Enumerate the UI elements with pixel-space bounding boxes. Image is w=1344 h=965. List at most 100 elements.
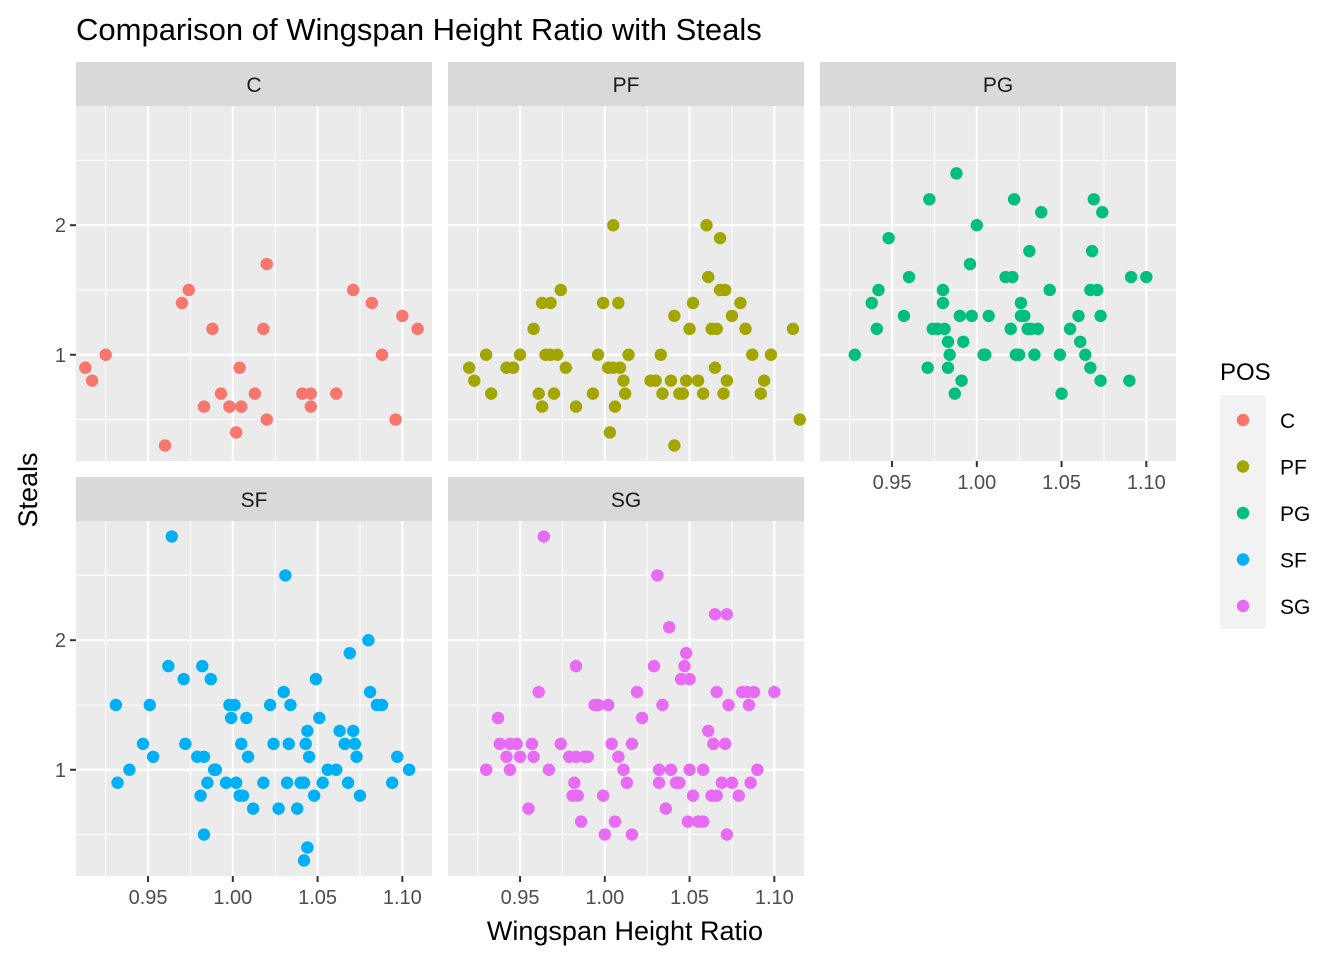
data-point [1012,348,1026,361]
data-point [330,387,343,400]
data-point [708,361,722,374]
data-point [175,296,189,310]
data-point [941,335,955,349]
data-point [1014,296,1028,310]
data-point [214,387,228,400]
data-point [718,737,732,751]
data-point [654,348,667,361]
data-point [559,361,573,374]
panel-background [820,106,1176,461]
data-point [279,569,292,582]
data-point [652,776,666,789]
panel-background [76,521,432,876]
data-point [507,361,520,374]
facet-strip [76,477,432,521]
data-point [720,828,734,841]
data-point [649,374,662,387]
data-point [1023,244,1036,258]
data-point [296,387,309,400]
data-point [350,750,363,764]
data-point [248,387,262,400]
data-point [607,218,620,232]
data-point [872,283,885,297]
data-point [668,309,681,323]
data-point [957,335,970,349]
data-point [605,737,618,751]
data-point [943,348,956,361]
data-point [630,685,644,699]
data-point [223,400,236,413]
data-point [197,750,211,764]
data-point [591,348,605,361]
chart-title: Comparison of Wingspan Height Ratio with… [76,12,762,47]
data-point [848,348,861,361]
data-point [527,750,540,764]
y-tick-label: 1 [55,345,66,367]
data-point [602,698,615,712]
y-tick-label: 2 [55,215,66,237]
data-point [338,737,351,751]
x-tick-label: 1.00 [213,887,252,909]
data-point [260,257,273,271]
data-point [744,776,757,789]
data-point [768,685,781,699]
data-point [678,659,691,673]
data-point [617,763,630,776]
data-point [568,776,581,789]
x-tick-label: 1.05 [298,887,337,909]
facet-strip-label: C [246,74,261,97]
data-point [385,776,399,789]
data-point [79,361,92,374]
data-point [341,776,355,789]
data-point [206,322,219,336]
data-point [1124,270,1138,284]
legend-label-c: C [1280,410,1295,433]
data-point [353,789,367,802]
data-point [764,348,778,361]
data-point [230,776,243,789]
data-point [235,737,248,751]
panels-layer: C 1 2 PF PG 0.95 1.00 1.05 1.10 SF 1 2 0.95 1.00 1.05 1… [55,62,1176,909]
data-point [179,737,192,751]
data-point [304,400,317,413]
data-point [109,698,123,712]
data-point [710,322,723,336]
data-point [674,672,688,686]
data-point [503,763,517,776]
data-point [622,348,635,361]
data-point [313,711,326,725]
data-point [715,776,728,789]
data-point [277,685,290,699]
data-point [720,374,734,387]
data-point [603,426,617,439]
facet-strip [820,62,1176,106]
data-point [158,439,172,452]
data-point [236,789,250,802]
data-point [979,348,992,361]
data-point [284,698,297,712]
data-point [1055,387,1068,400]
data-point [391,750,404,764]
x-tick-label: 0.95 [873,472,912,494]
data-point [233,361,246,374]
legend-label-sf: SF [1280,550,1307,573]
data-point [571,789,584,802]
data-point [897,309,911,323]
data-point [241,750,255,764]
legend-key-pf [1236,460,1250,473]
data-point [1007,193,1021,206]
data-point [479,763,493,776]
x-tick-label: 1.05 [1042,472,1081,494]
data-point [537,530,550,543]
data-point [343,646,356,660]
data-point [411,322,424,336]
data-point [282,737,295,751]
facet-strip-label: SF [241,489,268,512]
data-point [260,413,273,426]
data-point [479,348,493,361]
data-point [1087,193,1100,206]
data-point [291,802,304,815]
data-point [230,426,243,439]
y-tick-label: 2 [55,630,66,652]
